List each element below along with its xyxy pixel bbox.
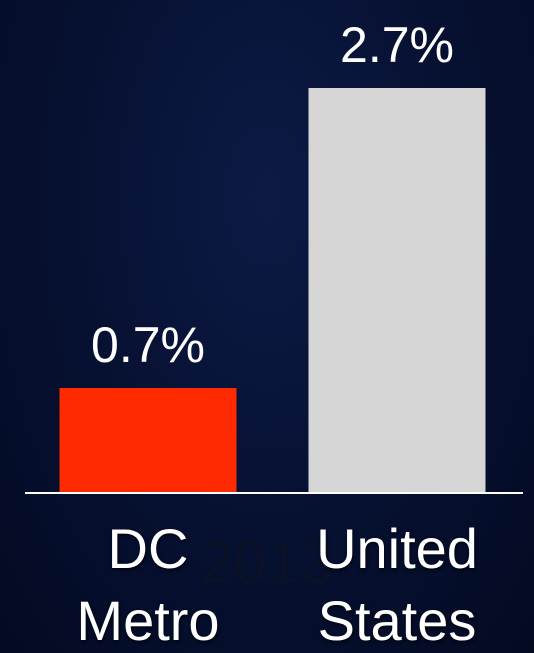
value-label: 2.7% <box>340 17 454 73</box>
x-tick-label: United States <box>316 517 478 652</box>
annotation: 2013 <box>200 529 334 596</box>
value-label: 0.7% <box>91 317 205 373</box>
bar <box>59 388 237 493</box>
x-tick-label: DC Metro <box>76 517 220 652</box>
bar <box>308 88 486 493</box>
